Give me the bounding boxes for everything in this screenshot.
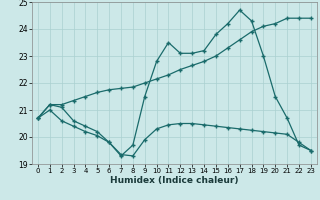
X-axis label: Humidex (Indice chaleur): Humidex (Indice chaleur) (110, 176, 239, 185)
